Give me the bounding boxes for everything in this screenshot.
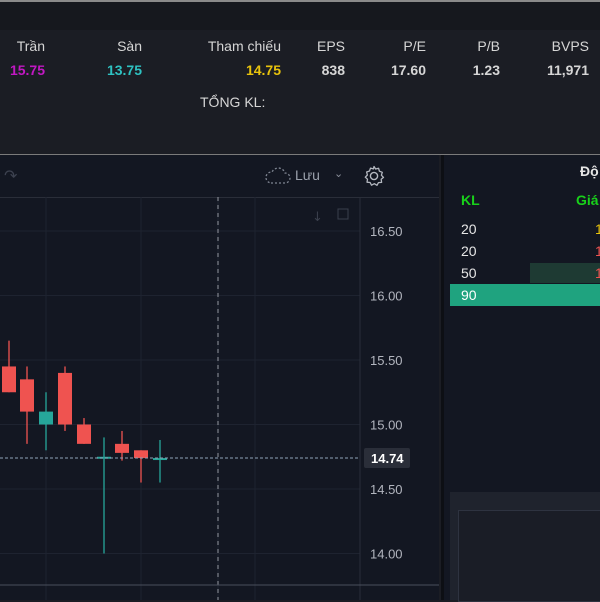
price-chart[interactable]: ↷ Lưu ⌄ 16.50 16.00 15.50 15.00 14.50 14.00 14…: [0, 155, 439, 600]
order-book-title: Độ: [580, 163, 599, 179]
save-label: Lưu: [295, 167, 320, 183]
col-header-gia: Giá: [576, 192, 599, 208]
order-book-footer: [450, 492, 600, 602]
stat-value-tham-chieu: 14.75: [245, 62, 281, 78]
order-kl: 50: [461, 265, 477, 281]
order-row[interactable]: 20 1: [450, 218, 600, 240]
stat-label-san: Sàn: [117, 38, 142, 54]
price-tick-label: 14.50: [370, 482, 403, 497]
cloud-icon: [265, 167, 291, 184]
candle-body[interactable]: [97, 456, 111, 459]
top-divider: [0, 0, 600, 2]
tong-kl-label: TỔNG KL:: [200, 94, 266, 110]
candle-body[interactable]: [39, 411, 53, 425]
price-tick-label: 16.00: [370, 289, 403, 304]
fullscreen-icon[interactable]: [337, 208, 349, 220]
price-tick-label: 15.00: [370, 418, 403, 433]
order-kl: 20: [461, 221, 477, 237]
stat-label-bvps: BVPS: [551, 38, 589, 54]
candle-body[interactable]: [115, 443, 129, 453]
redo-icon[interactable]: ↷: [4, 168, 18, 185]
col-header-kl: KL: [461, 192, 480, 208]
order-price: 1: [595, 243, 600, 259]
price-tick-label: 14.00: [370, 547, 403, 562]
candle-body[interactable]: [58, 372, 72, 425]
order-book-panel: Độ KL Giá 20 1 20 1 50 1 90: [441, 155, 600, 602]
stat-label-eps: EPS: [316, 38, 345, 54]
order-price: 1: [595, 265, 600, 281]
candle-body[interactable]: [20, 379, 34, 412]
candlestick-plot[interactable]: 16.50 16.00 15.50 15.00 14.50 14.00 14.74 ↓: [0, 197, 439, 600]
order-row[interactable]: 20 1: [450, 240, 600, 262]
chart-toolbar: ↷ Lưu ⌄: [0, 155, 439, 198]
stat-value-pb: 1.23: [472, 62, 500, 78]
order-kl: 20: [461, 243, 477, 259]
order-row[interactable]: 50 1: [450, 262, 600, 284]
candle-body[interactable]: [153, 458, 167, 461]
candle-body[interactable]: [2, 366, 16, 393]
stat-value-bvps: 11,971: [546, 62, 589, 78]
current-price-label: 14.74: [371, 451, 404, 466]
stock-stats-panel: Trần 15.75 Sàn 13.75 Tham chiếu 14.75 EP…: [0, 30, 600, 155]
price-tick-label: 16.50: [370, 224, 403, 239]
settings-gear-icon[interactable]: [362, 164, 386, 188]
stat-label-pe: P/E: [403, 38, 426, 54]
current-price-badge: [364, 448, 410, 469]
order-book-footer-box: [458, 510, 600, 602]
stat-value-eps: 838: [321, 62, 345, 78]
candle-body[interactable]: [77, 424, 91, 444]
stat-label-tham-chieu: Tham chiếu: [207, 38, 281, 54]
candle-body[interactable]: [134, 450, 148, 459]
stat-value-san: 13.75: [106, 62, 142, 78]
order-row-highlighted[interactable]: 90: [450, 284, 600, 306]
stat-value-pe: 17.60: [390, 62, 426, 78]
chevron-down-icon[interactable]: ⌄: [334, 168, 344, 180]
price-tick-label: 15.50: [370, 353, 403, 368]
stat-label-pb: P/B: [477, 38, 500, 54]
download-icon[interactable]: ↓: [312, 210, 323, 225]
order-price: 1: [595, 221, 600, 237]
top-bar: [0, 0, 600, 30]
volume-bar: [530, 263, 600, 283]
order-kl: 90: [461, 287, 477, 303]
stat-value-tran: 15.75: [9, 62, 45, 78]
stat-label-tran: Trần: [16, 38, 45, 54]
